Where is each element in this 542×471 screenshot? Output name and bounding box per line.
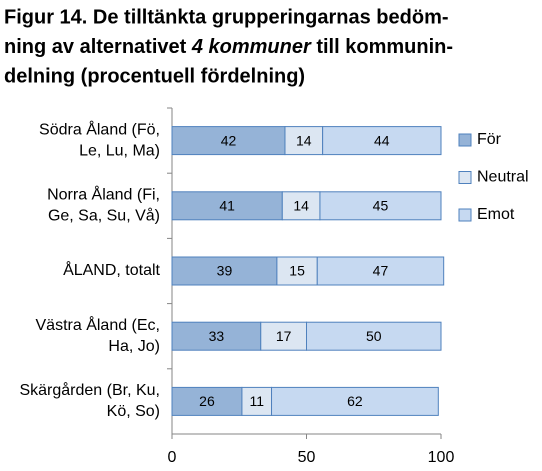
y-tick-label: Kö, So) — [107, 403, 160, 420]
title-part: 4 kommuner — [191, 36, 312, 58]
chart-title: Figur 14. De tilltänkta grupperingarnas … — [4, 6, 449, 28]
value-label: 39 — [217, 263, 233, 279]
value-label: 42 — [221, 132, 237, 148]
chart-title: delning (procentuell fördelning) — [4, 65, 305, 87]
value-label: 11 — [249, 393, 264, 409]
value-label: 14 — [296, 132, 312, 148]
y-tick-label: Le, Lu, Ma) — [79, 142, 160, 159]
value-label: 26 — [199, 393, 215, 409]
y-tick-label: Skärgården (Br, Ku, — [19, 381, 160, 399]
value-label: 41 — [219, 198, 235, 214]
y-tick-label: Ge, Sa, Su, Vå) — [48, 207, 160, 225]
value-label: 62 — [347, 393, 363, 409]
value-label: 14 — [293, 198, 309, 214]
value-label: 33 — [209, 328, 225, 344]
value-label: 50 — [366, 328, 382, 344]
bar-segment — [171, 191, 283, 221]
value-label: 15 — [289, 263, 305, 279]
bar-segment — [171, 386, 243, 416]
y-tick-label: Södra Åland (Fö, — [39, 119, 160, 138]
bar-segment — [171, 256, 278, 286]
bar-segment — [306, 321, 442, 351]
title-part: ning av alternativet — [4, 36, 192, 58]
bar-segment — [260, 321, 307, 351]
bar-segment — [171, 126, 286, 156]
value-label: 17 — [276, 328, 292, 344]
y-tick-label: ÅLAND, totalt — [63, 260, 160, 279]
legend-label: För — [477, 131, 502, 148]
bar-segment — [322, 126, 442, 156]
title-part: till kommunin- — [311, 36, 453, 58]
y-tick-label: Ha, Jo) — [108, 338, 160, 355]
bar-segment — [319, 191, 442, 221]
bar-segment — [276, 256, 318, 286]
x-tick-label: 100 — [428, 449, 455, 466]
y-tick-label: Västra Åland (Ec, — [36, 315, 161, 334]
value-label: 45 — [373, 198, 389, 214]
bar-segment — [241, 386, 273, 416]
x-tick-label: 0 — [168, 449, 177, 466]
legend-swatch — [458, 171, 472, 184]
bar-segment — [281, 191, 321, 221]
value-label: 47 — [373, 263, 389, 279]
x-tick-label: 50 — [298, 449, 316, 466]
bar-segment — [171, 321, 262, 351]
legend-swatch — [458, 133, 472, 147]
value-label: 44 — [374, 132, 390, 148]
legend-label: Neutral — [477, 169, 529, 186]
bar-segment — [271, 386, 439, 416]
chart-title: ning av alternativet 4 kommuner till kom… — [4, 36, 453, 58]
y-tick-label: Norra Åland (Fi, — [47, 185, 160, 204]
legend-swatch — [458, 208, 472, 222]
legend-label: Emot — [477, 206, 515, 223]
bar-segment — [316, 256, 445, 286]
